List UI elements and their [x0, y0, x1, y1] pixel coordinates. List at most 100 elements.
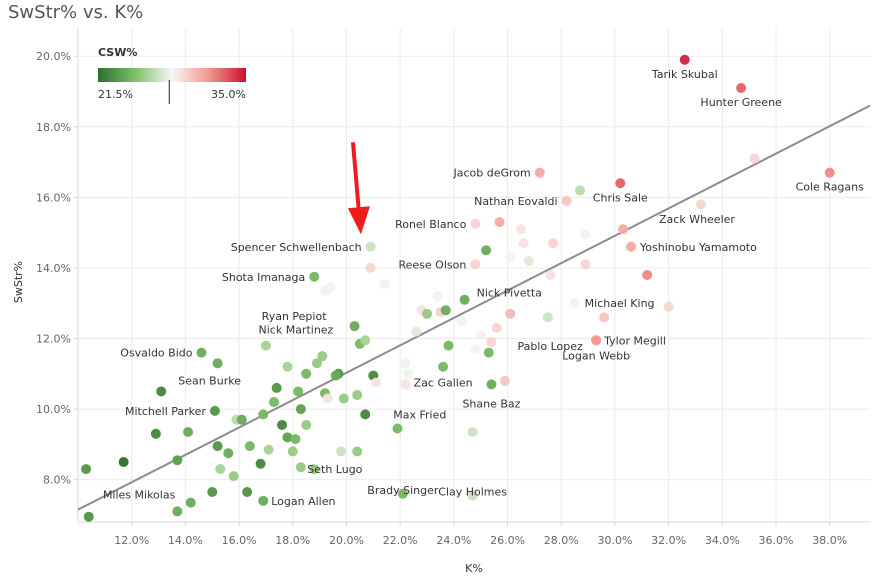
data-point[interactable] — [379, 278, 390, 289]
data-point[interactable] — [365, 241, 376, 252]
data-point[interactable] — [824, 167, 835, 178]
data-point[interactable] — [542, 312, 553, 323]
data-point[interactable] — [183, 427, 194, 438]
data-point[interactable] — [470, 259, 481, 270]
data-point[interactable] — [736, 82, 747, 93]
data-point[interactable] — [309, 464, 320, 475]
data-point[interactable] — [172, 455, 183, 466]
data-point[interactable] — [591, 335, 602, 346]
data-point[interactable] — [483, 347, 494, 358]
data-point[interactable] — [295, 404, 306, 415]
data-point[interactable] — [505, 252, 516, 263]
data-point[interactable] — [263, 444, 274, 455]
data-point[interactable] — [360, 409, 371, 420]
data-point[interactable] — [470, 344, 481, 355]
data-point[interactable] — [467, 490, 478, 501]
data-point[interactable] — [545, 270, 556, 280]
data-point[interactable] — [580, 259, 591, 270]
data-point[interactable] — [432, 291, 443, 302]
data-point[interactable] — [518, 238, 529, 249]
data-point[interactable] — [215, 464, 226, 475]
data-point[interactable] — [470, 218, 481, 229]
data-point[interactable] — [440, 305, 451, 316]
data-point[interactable] — [491, 322, 502, 333]
data-point[interactable] — [260, 340, 271, 351]
data-point[interactable] — [301, 368, 312, 379]
data-point[interactable] — [392, 423, 403, 434]
data-point[interactable] — [494, 217, 505, 228]
data-point[interactable] — [330, 370, 341, 381]
data-point[interactable] — [319, 285, 330, 296]
data-point[interactable] — [244, 441, 255, 452]
data-point[interactable] — [83, 511, 94, 522]
data-point[interactable] — [360, 335, 371, 346]
data-point[interactable] — [268, 397, 279, 408]
data-point[interactable] — [271, 382, 282, 393]
data-point[interactable] — [287, 446, 298, 457]
data-point[interactable] — [403, 368, 414, 379]
data-point[interactable] — [575, 185, 586, 196]
data-point[interactable] — [365, 262, 376, 273]
data-point[interactable] — [400, 358, 411, 369]
data-point[interactable] — [228, 471, 239, 482]
data-point[interactable] — [749, 153, 760, 164]
data-point[interactable] — [150, 428, 161, 439]
data-point[interactable] — [486, 379, 497, 390]
data-point[interactable] — [349, 321, 360, 332]
data-point[interactable] — [290, 434, 301, 445]
data-point[interactable] — [317, 351, 328, 362]
data-point[interactable] — [81, 464, 92, 475]
data-point[interactable] — [486, 337, 497, 348]
data-point[interactable] — [309, 271, 320, 282]
data-point[interactable] — [475, 329, 486, 340]
data-point[interactable] — [258, 409, 269, 420]
data-point[interactable] — [301, 419, 312, 430]
data-point[interactable] — [293, 386, 304, 397]
data-point[interactable] — [397, 488, 408, 499]
data-point[interactable] — [679, 54, 690, 65]
data-point[interactable] — [467, 427, 478, 438]
data-point[interactable] — [481, 245, 492, 256]
data-point[interactable] — [118, 457, 129, 468]
data-point[interactable] — [282, 432, 293, 443]
data-point[interactable] — [212, 358, 223, 369]
data-point[interactable] — [642, 270, 653, 280]
data-point[interactable] — [207, 487, 218, 498]
data-point[interactable] — [548, 238, 559, 249]
data-point[interactable] — [456, 315, 467, 326]
data-point[interactable] — [695, 199, 706, 210]
data-point[interactable] — [411, 326, 422, 337]
data-point[interactable] — [209, 405, 220, 416]
data-point[interactable] — [277, 419, 288, 430]
data-point[interactable] — [295, 462, 306, 473]
data-point[interactable] — [438, 361, 449, 372]
data-point[interactable] — [626, 241, 637, 252]
data-point[interactable] — [663, 301, 674, 312]
data-point[interactable] — [569, 298, 580, 309]
data-point[interactable] — [282, 361, 293, 372]
data-point[interactable] — [336, 446, 347, 457]
data-point[interactable] — [212, 441, 223, 452]
data-point[interactable] — [338, 393, 349, 404]
data-point[interactable] — [223, 448, 234, 459]
data-point[interactable] — [615, 178, 626, 189]
data-point[interactable] — [311, 358, 322, 369]
data-point[interactable] — [255, 458, 266, 469]
data-point[interactable] — [400, 379, 411, 390]
data-point[interactable] — [505, 308, 516, 319]
data-point[interactable] — [322, 393, 333, 404]
data-point[interactable] — [515, 224, 526, 235]
data-point[interactable] — [242, 487, 253, 498]
data-point[interactable] — [443, 340, 454, 351]
data-point[interactable] — [422, 308, 433, 319]
data-point[interactable] — [352, 446, 363, 457]
data-point[interactable] — [196, 347, 207, 358]
data-point[interactable] — [580, 229, 591, 240]
data-point[interactable] — [352, 389, 363, 400]
data-point[interactable] — [534, 167, 545, 178]
data-point[interactable] — [172, 506, 183, 517]
data-point[interactable] — [156, 386, 167, 397]
data-point[interactable] — [599, 312, 610, 323]
data-point[interactable] — [185, 497, 196, 508]
data-point[interactable] — [561, 195, 572, 206]
